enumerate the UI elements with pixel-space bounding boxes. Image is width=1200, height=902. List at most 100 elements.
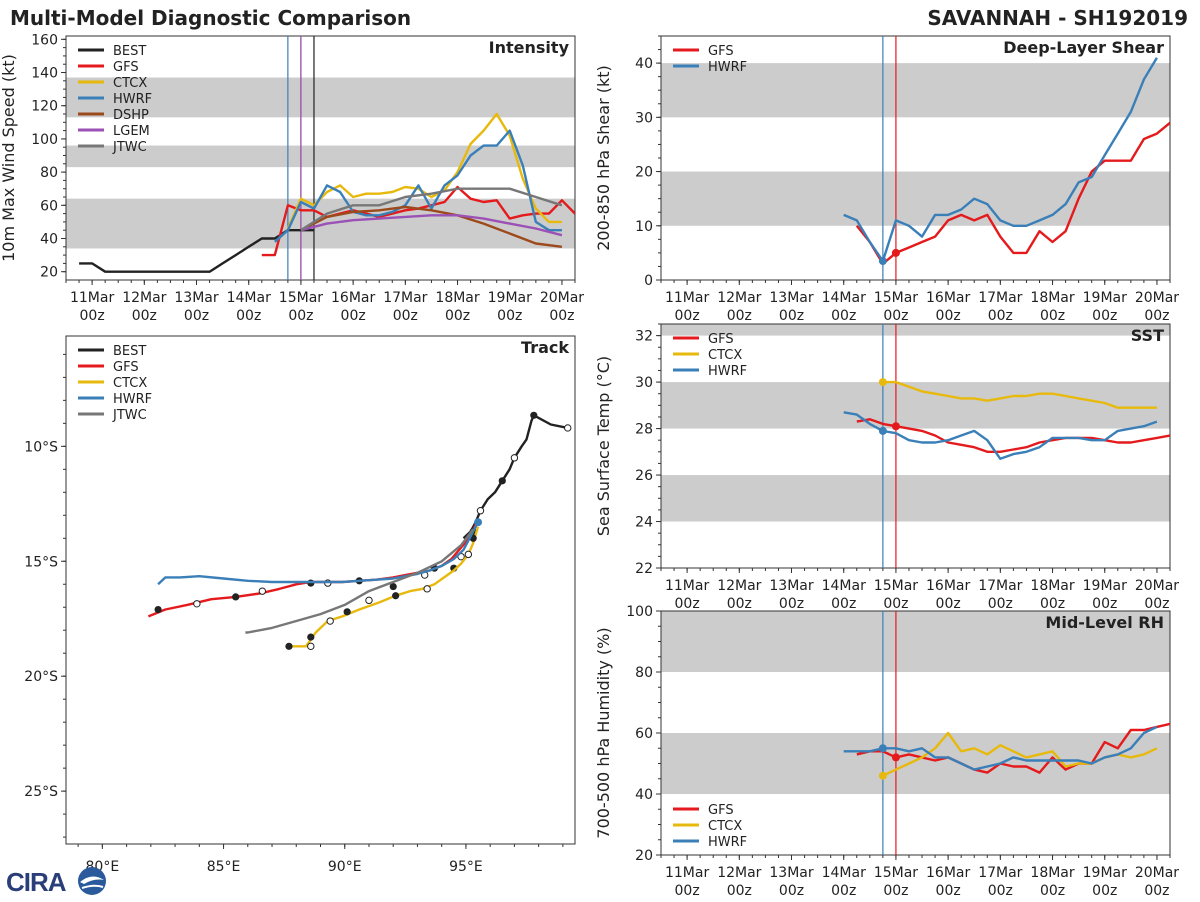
x-tick-label: 15Mar <box>874 290 918 306</box>
shaded-band <box>661 171 1170 226</box>
x-tick-label: 20Mar <box>1135 865 1179 881</box>
series-line-hwrf <box>843 57 1158 263</box>
x-tick-label: 13Mar <box>174 290 218 306</box>
panel-title: Track <box>521 338 569 357</box>
y-tick-label: 10 <box>635 219 653 235</box>
track-point-open <box>564 424 572 432</box>
x-tick-label: 00z <box>779 883 804 899</box>
x-tick-label: 19Mar <box>1083 578 1127 594</box>
legend-label: DSHP <box>113 108 149 123</box>
x-tick-label: 00z <box>883 596 908 612</box>
series-marker-ctcx <box>878 378 887 387</box>
x-tick-label: 13Mar <box>769 290 813 306</box>
series-line-hwrf <box>843 411 1158 460</box>
y-tick-label: 100 <box>31 132 58 148</box>
y-tick-label: 22 <box>635 561 653 577</box>
shear-panel: 0 10 20 30 40 11Mar 00z 12Mar 00z 13Mar 00z 14Mar 00… <box>594 35 1179 324</box>
x-tick-label: 19Mar <box>488 290 532 306</box>
track-point-filled <box>232 593 240 601</box>
x-tick-label: 12Mar <box>717 865 761 881</box>
x-tick-label: 13Mar <box>769 578 813 594</box>
y-tick-label: 40 <box>635 787 653 803</box>
shaded-band <box>66 77 575 118</box>
x-tick-label: 00z <box>288 308 313 324</box>
x-tick-label: 00z <box>1144 596 1169 612</box>
legend-label: BEST <box>113 44 146 59</box>
series-marker-gfs <box>891 422 900 431</box>
legend-label: GFS <box>113 360 139 375</box>
y-axis-label: 10m Max Wind Speed (kt) <box>0 54 18 262</box>
series-marker-hwrf <box>878 257 887 266</box>
legend-label: CTCX <box>113 376 147 391</box>
shaded-band <box>66 198 575 249</box>
series-line-gfs <box>856 418 1170 453</box>
y-axis-label: 700-500 hPa Humidity (%) <box>594 627 613 838</box>
x-tick-label: 11Mar <box>665 290 709 306</box>
track-point-open <box>193 600 201 608</box>
x-tick-label: 17Mar <box>978 865 1022 881</box>
x-tick-label: 12Mar <box>717 578 761 594</box>
x-tick-label: 11Mar <box>70 290 114 306</box>
series-line-gfs <box>856 722 1170 774</box>
x-tick-label: 85°E <box>207 859 241 875</box>
y-tick-label: 30 <box>635 375 653 391</box>
x-tick-label: 00z <box>936 883 961 899</box>
intensity-panel: 20 40 60 80 100 120 140 160 11Mar 00z 12Mar 00z 13Ma… <box>0 32 584 324</box>
legend-label: CTCX <box>708 348 742 363</box>
x-tick-label: 00z <box>727 883 752 899</box>
cira-logo-icon: CIRA <box>4 866 108 898</box>
x-tick-label: 00z <box>184 308 209 324</box>
y-tick-label: 40 <box>40 232 58 248</box>
x-tick-label: 00z <box>341 308 366 324</box>
x-tick-label: 16Mar <box>331 290 375 306</box>
x-tick-label: 18Mar <box>435 290 479 306</box>
x-tick-label: 17Mar <box>978 578 1022 594</box>
x-tick-label: 00z <box>80 308 105 324</box>
x-tick-label: 19Mar <box>1083 865 1127 881</box>
x-tick-label: 14Mar <box>227 290 271 306</box>
shaded-band <box>661 324 1170 336</box>
x-tick-label: 15Mar <box>279 290 323 306</box>
series-line-ctcx <box>882 380 1157 409</box>
panel-title: Intensity <box>489 38 570 57</box>
series-marker-ctcx <box>878 771 887 780</box>
x-tick-label: 00z <box>988 596 1013 612</box>
x-tick-label: 20Mar <box>1135 578 1179 594</box>
storm-name: SAVANNAH - SH192019 <box>927 6 1188 30</box>
x-tick-label: 95°E <box>449 859 483 875</box>
legend-label: GFS <box>113 60 139 75</box>
x-tick-label: 00z <box>1040 883 1065 899</box>
y-tick-label: 30 <box>635 110 653 126</box>
panel-title: SST <box>1131 326 1164 345</box>
track-point-open <box>307 642 315 651</box>
y-tick-label: 0 <box>644 273 653 289</box>
panel-title: Deep-Layer Shear <box>1003 38 1164 57</box>
x-tick-label: 00z <box>883 883 908 899</box>
y-tick-label: 24 <box>635 515 653 531</box>
track-point-open <box>258 587 267 595</box>
x-tick-label: 20Mar <box>1135 290 1179 306</box>
track-point-filled <box>389 582 397 591</box>
x-tick-label: 00z <box>675 308 700 324</box>
y-tick-label: 10°S <box>24 439 58 455</box>
series-line-hwrf <box>843 725 1158 771</box>
x-tick-label: 14Mar <box>822 865 866 881</box>
legend-label: HWRF <box>113 92 152 107</box>
legend-label: JTWC <box>112 408 147 423</box>
x-tick-label: 00z <box>393 308 418 324</box>
rh-panel: 20 40 60 80 100 11Mar 00z 12Mar 00z 13Mar 00z 14Mar… <box>594 604 1179 899</box>
series-line-jtwc <box>300 187 563 232</box>
x-tick-label: 00z <box>675 596 700 612</box>
x-tick-label: 00z <box>1092 883 1117 899</box>
x-tick-label: 16Mar <box>926 290 970 306</box>
track-point-open <box>365 596 373 605</box>
track-point-open <box>464 550 473 559</box>
legend-label: HWRF <box>708 60 747 75</box>
x-tick-label: 11Mar <box>665 865 709 881</box>
x-tick-label: 17Mar <box>383 290 427 306</box>
legend-label: LGEM <box>113 124 150 139</box>
legend-label: CTCX <box>708 819 742 834</box>
y-tick-label: 40 <box>635 56 653 72</box>
x-tick-label: 14Mar <box>822 290 866 306</box>
